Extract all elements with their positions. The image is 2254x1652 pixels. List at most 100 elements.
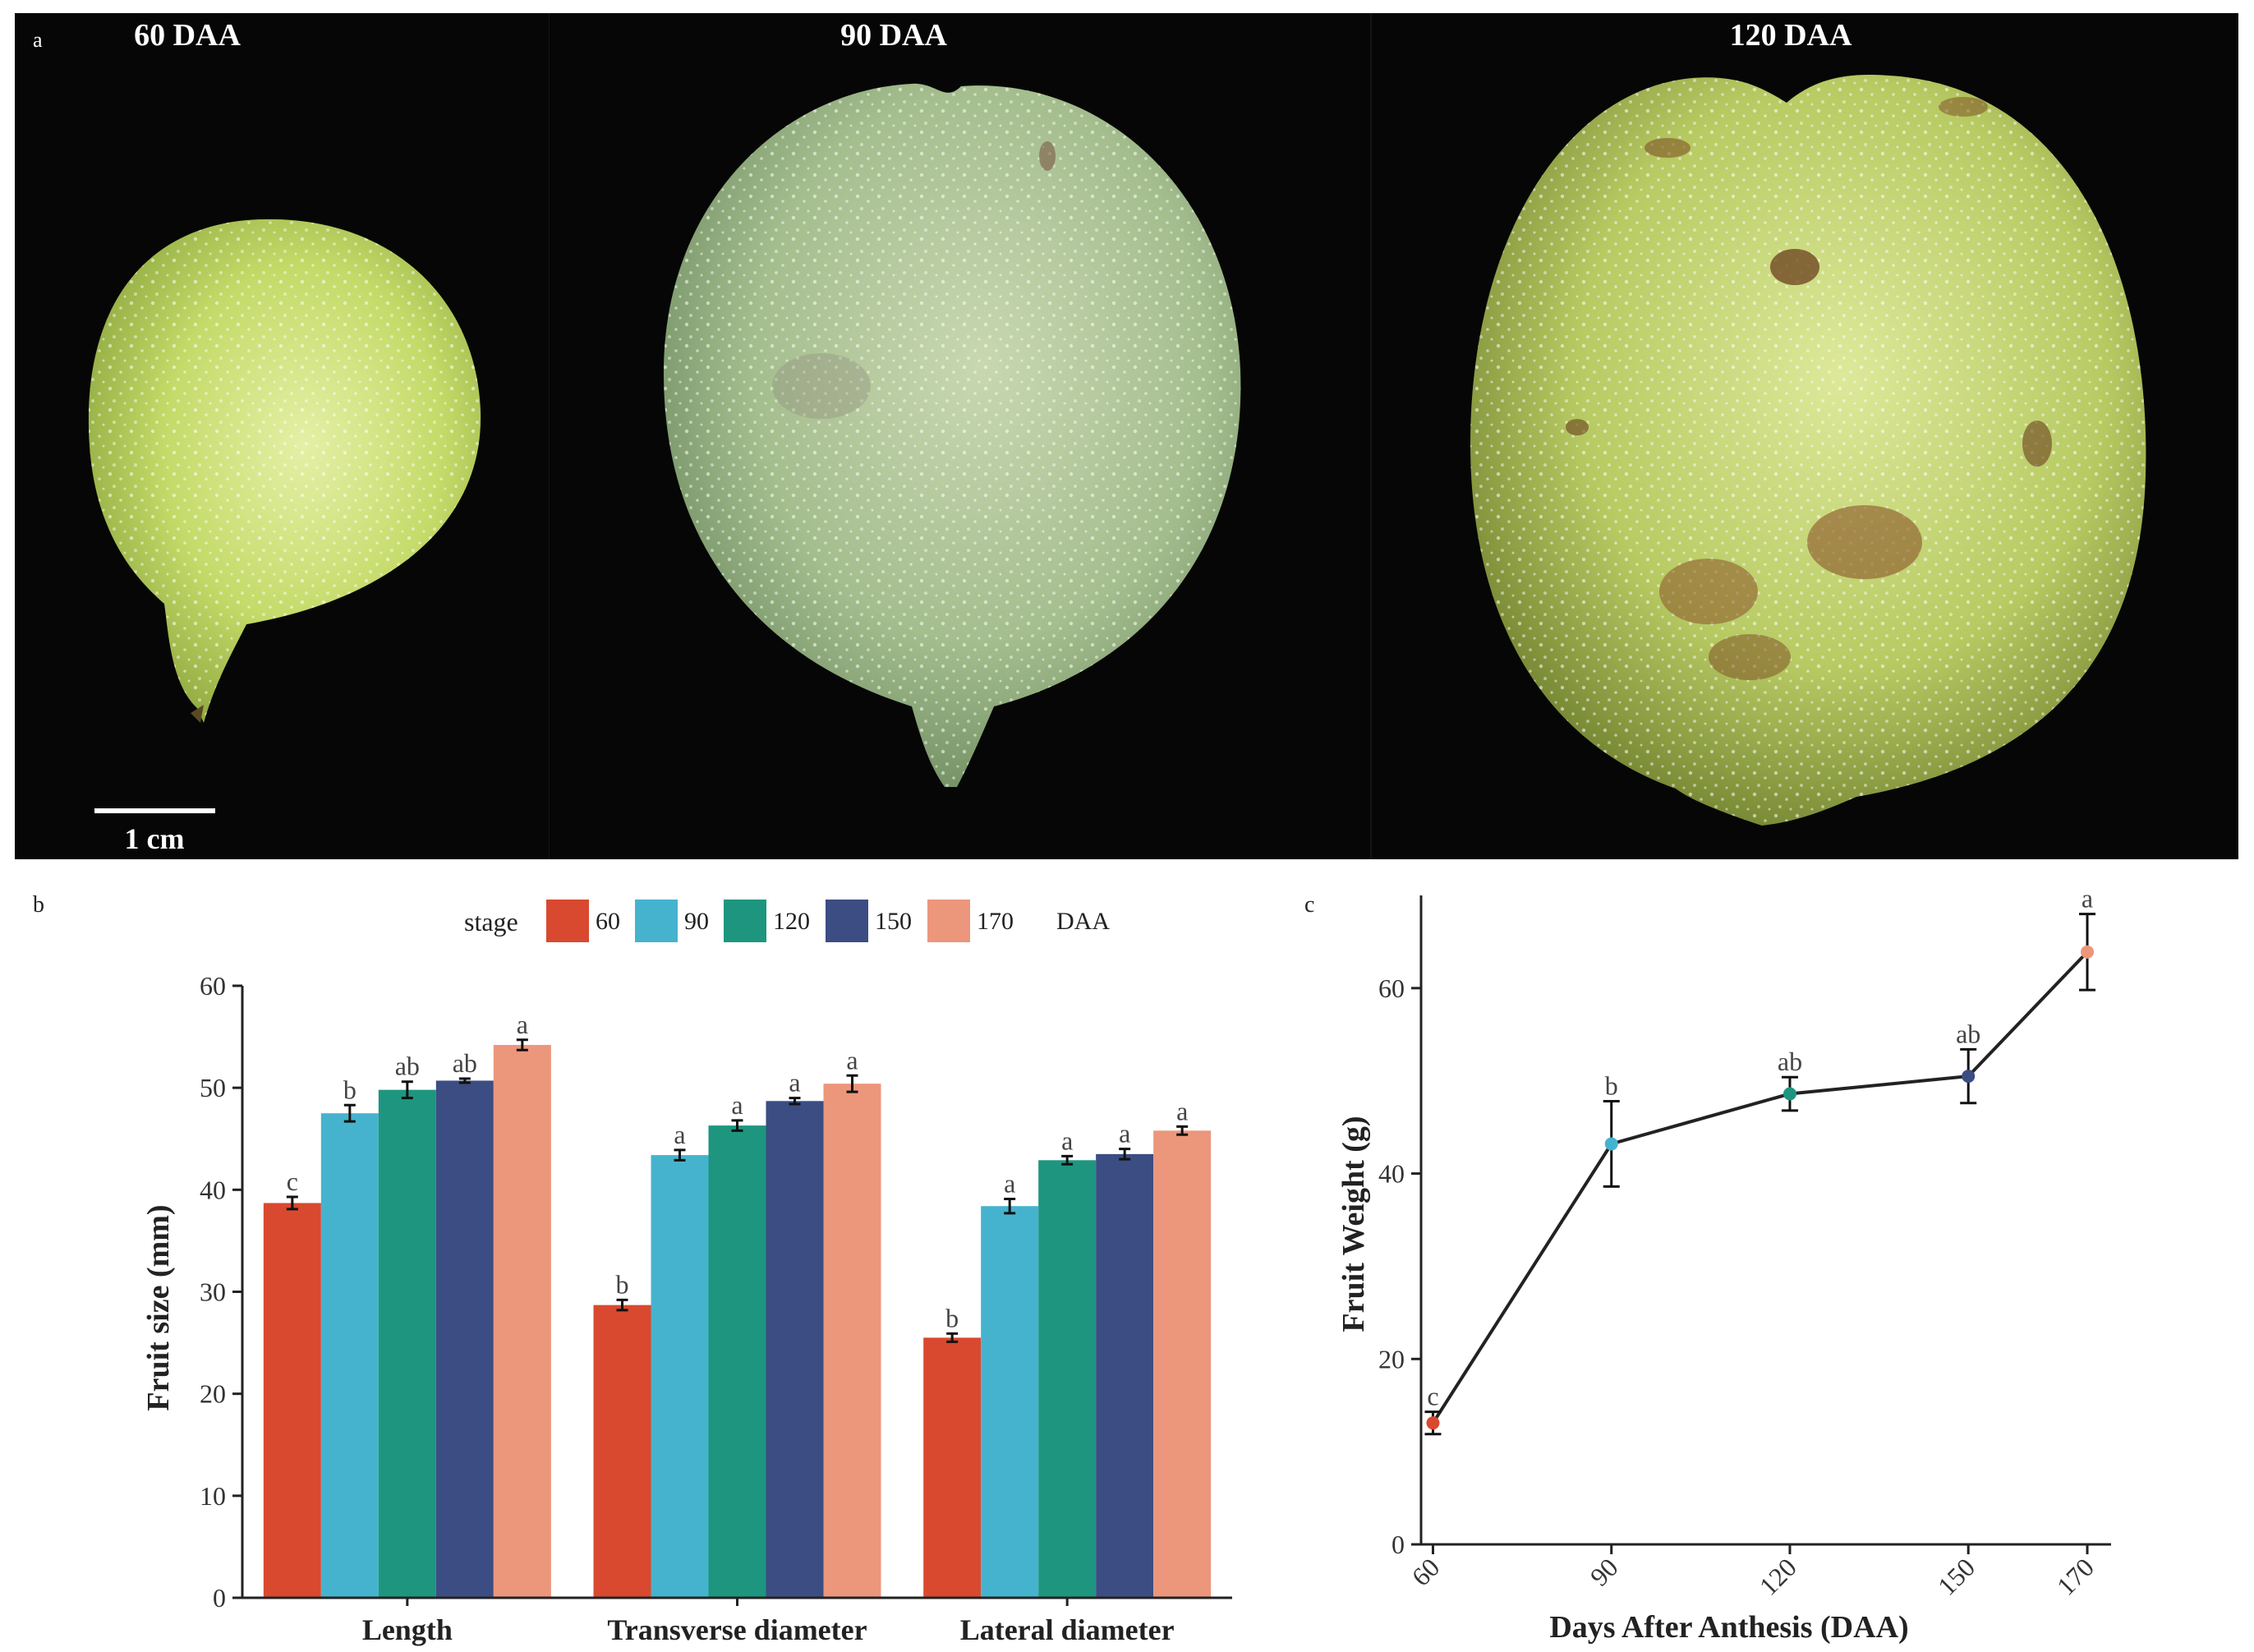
bar-chart-category-label: Lateral diameter [960,1613,1175,1646]
line-chart-y-tick-label: 60 [1378,973,1405,1003]
legend-swatch-90 [635,900,678,942]
significance-letter: b [343,1074,356,1104]
line-chart-y-axis-label: Fruit Weight (g) [1336,1116,1371,1332]
error-bar [1061,1154,1074,1166]
legend-swatch-170 [927,900,970,942]
significance-letter: a [846,1045,858,1074]
error-bar [458,1077,471,1084]
legend-unit-suffix: DAA [1056,908,1110,935]
bar-chart-y-tick-label: 30 [200,1277,226,1307]
bar-60-daa [593,1305,651,1598]
legend-label-170: 170 [977,908,1014,935]
bar-170-daa [1153,1130,1212,1598]
bar-chart-y-tick-label: 40 [200,1175,226,1204]
legend-label-120: 120 [773,908,810,935]
error-bar [731,1119,743,1132]
bar-150-daa [435,1080,494,1598]
bar-chart-y-tick-label: 0 [213,1583,226,1613]
bar-chart-category-label: Length [362,1613,453,1646]
bar-chart-y-tick-label: 60 [200,971,226,1001]
significance-letter: a [789,1068,800,1097]
photo-title-120-daa: 120 DAA [1730,18,1852,53]
error-bar [846,1074,858,1093]
data-point-150 [1962,1070,1976,1084]
line-chart-y-tick-label: 0 [1392,1530,1405,1559]
photo-title-60-daa: 60 DAA [134,18,241,53]
photo-title-90-daa: 90 DAA [840,18,947,53]
panel-b-label: b [33,892,44,918]
line-chart-x-tick-label: 170 [2051,1552,2100,1600]
line-significance-letter: ab [1956,1019,1980,1048]
legend-label-60: 60 [596,908,620,935]
bar-chart-axes: 0 10 20 30 40 50 60 Length Transverse diameter La… [200,971,1232,1646]
fruit-weight-line-chart: c 0 20 40 60 60 90 120 150 170 c b ab ab a Days Afte… [1304,884,2111,1645]
legend-title: stage [464,907,518,936]
panel-a-label: a [33,28,43,52]
bar-150-daa [1096,1153,1154,1598]
significance-letter: ab [395,1051,420,1081]
bar-90-daa [981,1206,1039,1598]
bar-170-daa [493,1045,551,1598]
stage-legend: stage 60 90 120 150 170 DAA [464,900,1110,942]
scale-bar [94,808,215,813]
scale-bar-label: 1 cm [125,822,185,855]
bar-chart-y-axis-label: Fruit size (mm) [141,1204,176,1410]
line-chart-axes: 0 20 40 60 60 90 120 150 170 [1378,895,2111,1601]
error-bar [343,1103,356,1123]
error-bar [789,1097,801,1106]
bar-chart-y-tick-label: 20 [200,1379,226,1409]
line-chart-y-tick-label: 20 [1378,1344,1405,1374]
bar-150-daa [766,1101,824,1598]
line-chart-x-tick-label: 60 [1405,1552,1445,1591]
fruit-60-daa-photo [88,219,481,723]
bar-90-daa [651,1155,709,1598]
error-bar [674,1148,686,1162]
fruit-weight-line [1431,950,2089,1424]
line-chart-x-tick-label: 90 [1585,1552,1624,1591]
line-significance-letter: ab [1778,1047,1802,1076]
panel-c-label: c [1304,892,1314,918]
error-bar [616,1298,628,1312]
error-bar [946,1332,959,1343]
significance-letter: b [945,1303,959,1332]
line-series: c b ab ab a [1424,884,2096,1436]
error-bar [1176,1125,1189,1136]
data-point-170 [2081,945,2095,959]
line-chart-x-tick-label: 120 [1754,1552,1802,1600]
line-significance-letter: c [1427,1382,1438,1411]
data-point-120 [1782,1087,1796,1101]
significance-letter: a [1004,1169,1015,1199]
line-chart-x-tick-label: 150 [1932,1552,1980,1600]
data-point-60 [1426,1416,1440,1430]
error-bar [1004,1198,1016,1215]
significance-letter: b [616,1269,629,1299]
bar-chart-y-tick-label: 10 [200,1481,226,1511]
significance-letter: a [1119,1119,1130,1148]
significance-letter: a [1176,1096,1188,1125]
bar-90-daa [320,1113,379,1598]
legend-swatch-60 [546,900,589,942]
significance-letter: a [674,1120,685,1149]
legend-swatch-120 [724,900,766,942]
bar-60-daa [263,1203,321,1598]
error-bar [516,1038,528,1051]
error-bar [286,1195,298,1211]
line-significance-letter: a [2082,884,2093,913]
fruit-120-daa-photo [1470,74,2146,826]
error-bar [401,1080,413,1100]
data-point-90 [1604,1137,1618,1151]
legend-label-90: 90 [684,908,709,935]
significance-letter: c [287,1167,298,1196]
line-chart-x-axis-label: Days After Anthesis (DAA) [1549,1610,1908,1645]
bar-120-daa [378,1089,436,1598]
significance-letter: a [1061,1125,1073,1155]
significance-letter: a [517,1010,528,1039]
bar-60-daa [923,1337,982,1598]
legend-swatch-150 [826,900,868,942]
significance-letter: ab [453,1048,477,1078]
bar-120-daa [708,1125,766,1598]
fruit-90-daa-photo [663,83,1241,787]
bar-chart-category-label: Transverse diameter [607,1613,867,1646]
